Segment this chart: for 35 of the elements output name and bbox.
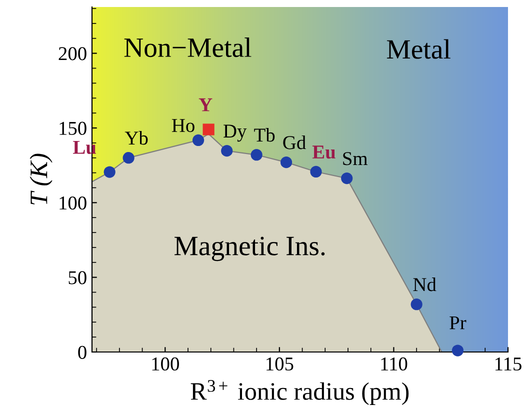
data-label: Gd — [283, 136, 306, 150]
x-axis-title: R$^{3+}$ ionic radius (pm) — [190, 380, 409, 405]
y-tick-label: 150 — [60, 122, 86, 135]
x-tick-label: 105 — [266, 357, 294, 371]
point — [104, 166, 116, 178]
point — [221, 145, 233, 157]
x-tick-label: 100 — [152, 357, 179, 371]
y-tick-label: 200 — [58, 47, 86, 60]
data-label: Nd — [413, 278, 436, 292]
point — [341, 172, 353, 184]
y-tick-label: 50 — [68, 271, 86, 284]
data-label: Ho — [172, 119, 194, 132]
point — [310, 166, 322, 178]
annotation: Magnetic Ins. — [174, 236, 325, 262]
x-tick-label: 115 — [495, 358, 522, 371]
point — [452, 344, 464, 356]
data-label: Yb — [124, 131, 148, 145]
y-axis-title: T (K) — [30, 154, 52, 204]
data-label: Y — [198, 98, 212, 112]
point — [192, 134, 204, 146]
y-tick-label: 0 — [78, 346, 86, 359]
annotation: Metal — [386, 39, 450, 59]
point — [410, 298, 422, 310]
data-label: Eu — [312, 146, 336, 159]
data-label: Dy — [224, 124, 247, 142]
point — [250, 149, 262, 161]
x-tick-label: 110 — [381, 357, 408, 371]
data-label: Pr — [450, 316, 466, 330]
point — [122, 152, 134, 164]
point — [280, 156, 292, 168]
annotation: Non−Metal — [124, 38, 252, 58]
data-label: Tb — [254, 128, 275, 142]
y-tick-label: 100 — [60, 196, 86, 210]
point — [202, 124, 214, 136]
data-label: Sm — [343, 152, 368, 166]
